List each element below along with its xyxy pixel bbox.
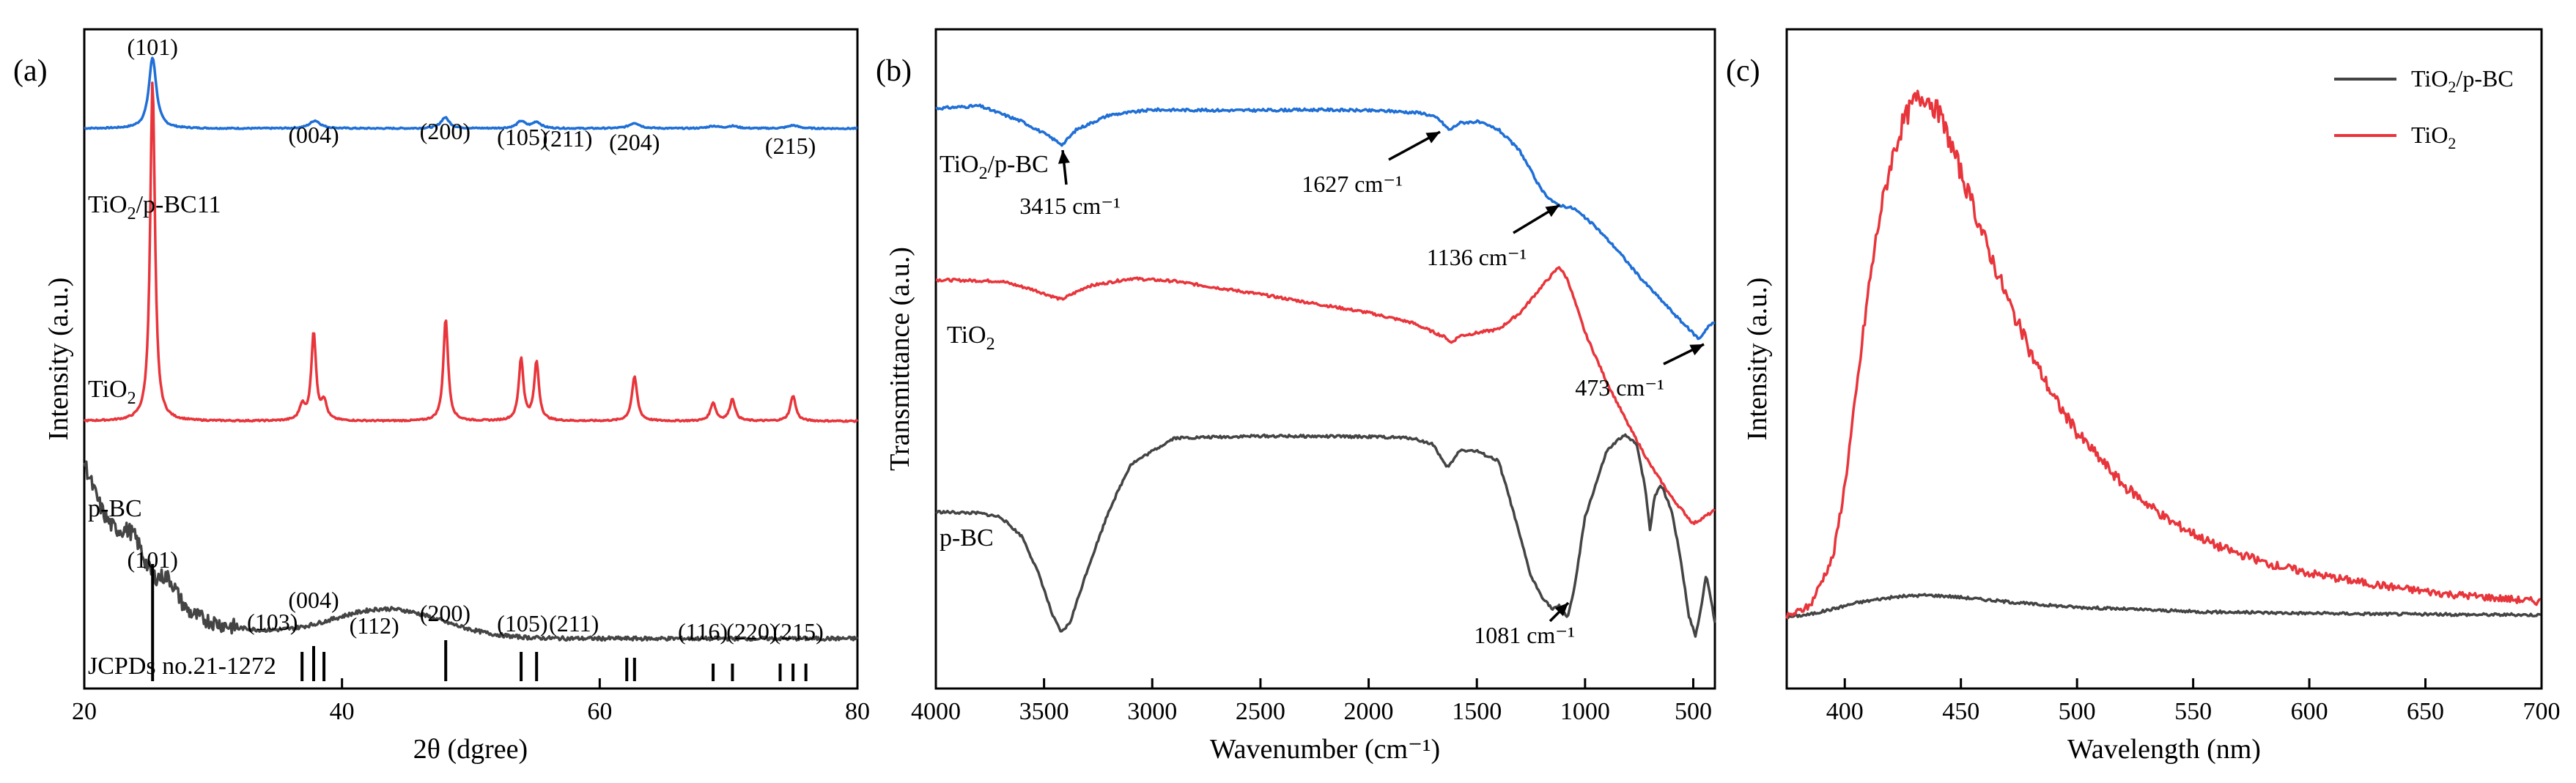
panel-a-reference-label-text: (215) bbox=[772, 618, 823, 645]
panel-a-reference-label: JCPDs no.21-1272 bbox=[88, 653, 276, 680]
panel-b-x-tick-label: 4000 bbox=[911, 698, 961, 725]
panel-a-reference-label-text: (220) bbox=[726, 618, 777, 645]
panel-b-series-label: p-BC bbox=[940, 524, 994, 552]
panel-a-x-ticks: 20 40 60 80 bbox=[72, 678, 870, 725]
panel-a-label: (a) bbox=[13, 54, 48, 88]
panel-b-axes-frame bbox=[934, 28, 1716, 690]
panel-a-x-tick-label: 20 bbox=[72, 698, 97, 725]
panel-b-series-labels: TiO2/p-BC TiO2 p-BC bbox=[940, 151, 1049, 552]
panel-b-label: (b) bbox=[876, 54, 912, 88]
panel-c-label: (c) bbox=[1726, 54, 1760, 88]
panel-b-series bbox=[935, 103, 1716, 638]
panel-b-series-line bbox=[935, 103, 1716, 341]
panel-a-ylabel: Intensity (a.u.) bbox=[43, 278, 74, 441]
panel-a-reference-label-text: (200) bbox=[420, 600, 470, 626]
panel-a-series bbox=[83, 56, 859, 642]
panel-c-x-tick-label: 550 bbox=[2174, 698, 2212, 725]
panel-b-annotation: 1136 cm⁻¹ bbox=[1427, 244, 1527, 270]
panel-a-series-line bbox=[83, 460, 859, 642]
panel-b-x-tick-label: 500 bbox=[1675, 698, 1712, 725]
panel-b-x-ticks: 4000 3500 3000 2500 2000 1500 1000 500 bbox=[911, 678, 1712, 725]
panel-a-xlabel: 2θ (dgree) bbox=[413, 734, 528, 765]
panel-b-annotations: 3415 cm⁻¹ 1627 cm⁻¹ 1136 cm⁻¹ 473 cm⁻¹ 1081 … bbox=[1019, 130, 1705, 648]
panel-c-xlabel: Wavelength (nm) bbox=[2067, 734, 2261, 765]
panel-a-series-label: TiO2 bbox=[88, 376, 136, 408]
panel-c-ylabel: Intensity (a.u.) bbox=[1742, 278, 1773, 441]
panel-c-axes-frame bbox=[1785, 28, 2543, 690]
panel-c-legend-label: TiO2/p-BC bbox=[2411, 65, 2514, 96]
panel-c-x-tick-label: 400 bbox=[1826, 698, 1864, 725]
panel-c-x-tick-label: 600 bbox=[2291, 698, 2328, 725]
panel-a-reference-label-text: (112) bbox=[350, 612, 399, 639]
panel-a-peak-label: (211) bbox=[542, 125, 592, 152]
panel-a-reference-label-text: (105) bbox=[497, 610, 547, 637]
panel-a-reference-pattern: (101) (103)(004) (112) (200) (105) (211) (116)… bbox=[128, 546, 824, 681]
panel-b-series-label: TiO2 bbox=[947, 322, 995, 354]
panel-b-x-tick-label: 2500 bbox=[1236, 698, 1285, 725]
panel-b-ylabel: Transmittance (a.u.) bbox=[885, 247, 915, 471]
panel-c-x-tick-label: 700 bbox=[2523, 698, 2561, 725]
panel-b-annotation: 1627 cm⁻¹ bbox=[1302, 171, 1403, 197]
panel-a-peak-label: (200) bbox=[420, 118, 470, 144]
panel-c-x-ticks: 400 450 500 550 600 650 700 bbox=[1826, 678, 2561, 725]
panel-b-annotation: 473 cm⁻¹ bbox=[1575, 374, 1664, 401]
panel-a-peak-label: (101) bbox=[128, 34, 178, 60]
panel-a-reference-label-text: (101) bbox=[128, 546, 178, 573]
panel-b-annotation: 1081 cm⁻¹ bbox=[1474, 622, 1575, 648]
panel-a-x-tick-label: 60 bbox=[587, 698, 612, 725]
panel-b-x-tick-label: 1000 bbox=[1560, 698, 1610, 725]
panel-b-series-line bbox=[935, 433, 1716, 638]
panel-b-ftir: (b) Transmittance (a.u.) Wavenumber (cm⁻… bbox=[876, 28, 1716, 765]
panel-a-series-line bbox=[84, 56, 858, 130]
panel-b-series-label: TiO2/p-BC bbox=[940, 151, 1049, 183]
panel-a-peak-label: (204) bbox=[609, 129, 660, 155]
panel-c-series bbox=[1785, 89, 2542, 620]
panel-b-annotation-arrowhead bbox=[1545, 205, 1560, 218]
panel-a-peak-labels: (101) (004) (200) (105)(211) (204) (215) bbox=[128, 34, 816, 159]
panel-a-peak-label: (215) bbox=[765, 133, 816, 159]
panel-a-reference-label-text: (004) bbox=[288, 587, 339, 613]
panel-a-peak-label: (105) bbox=[497, 124, 547, 150]
panel-a-reference-label-text: (103) bbox=[247, 609, 298, 635]
panel-b-annotation: 3415 cm⁻¹ bbox=[1019, 193, 1121, 219]
panel-b-annotation-arrowhead bbox=[1425, 132, 1440, 144]
panel-b-x-tick-label: 2000 bbox=[1344, 698, 1394, 725]
panel-b-xlabel: Wavenumber (cm⁻¹) bbox=[1210, 734, 1440, 765]
panel-a-series-label: TiO2/p-BC11 bbox=[88, 191, 221, 223]
panel-b-x-tick-label: 1500 bbox=[1452, 698, 1502, 725]
panel-b-x-tick-label: 3000 bbox=[1127, 698, 1177, 725]
panel-a-reference-label-text: (116) bbox=[678, 618, 728, 645]
panel-a-peak-label: (004) bbox=[288, 122, 339, 148]
panel-a-xrd: (a) Intensity (a.u.) 2θ (dgree) 20 40 60 80… bbox=[13, 28, 870, 765]
panel-b-annotation-arrowhead bbox=[1689, 344, 1704, 356]
panel-b-series-line bbox=[935, 266, 1716, 525]
panel-a-axes-frame bbox=[83, 28, 859, 690]
panel-c-pl: (c) Intensity (a.u.) Wavelength (nm) 400… bbox=[1726, 28, 2561, 765]
panel-c-legend-label: TiO2 bbox=[2411, 122, 2456, 152]
panel-a-series-label: p-BC bbox=[88, 495, 142, 522]
panel-a-x-tick-label: 40 bbox=[330, 698, 355, 725]
panel-b-annotation-arrowhead bbox=[1058, 150, 1070, 164]
panel-a-x-tick-label: 80 bbox=[845, 698, 870, 725]
panel-c-x-tick-label: 500 bbox=[2059, 698, 2096, 725]
panel-c-x-tick-label: 450 bbox=[1942, 698, 1979, 725]
panel-a-series-labels: TiO2/p-BC11 TiO2 p-BC bbox=[88, 191, 221, 522]
panel-b-x-tick-label: 3500 bbox=[1019, 698, 1069, 725]
panel-a-series-line bbox=[83, 81, 859, 423]
panel-c-legend: TiO2/p-BC TiO2 bbox=[2334, 65, 2514, 152]
panel-c-series-line bbox=[1786, 593, 2541, 620]
panel-b-annotation-arrowhead bbox=[1554, 603, 1568, 617]
panel-c-x-tick-label: 650 bbox=[2407, 698, 2444, 725]
panel-a-reference-label-text: (211) bbox=[549, 610, 599, 637]
panel-c-series-line bbox=[1785, 89, 2542, 619]
